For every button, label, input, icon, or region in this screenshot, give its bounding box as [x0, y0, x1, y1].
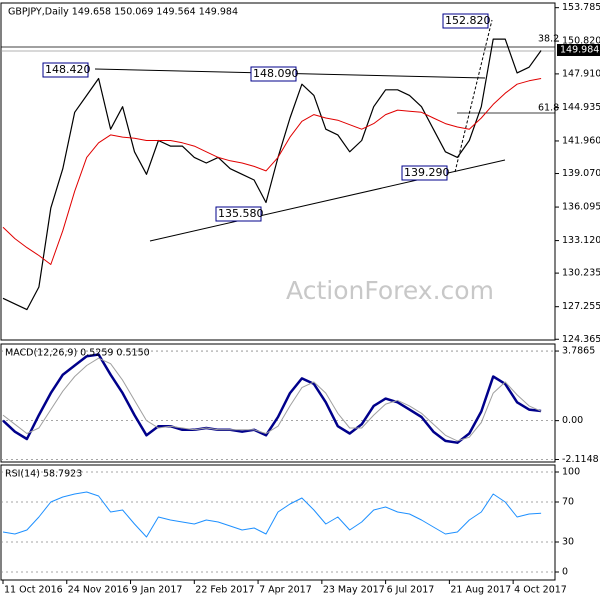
macd-panel	[0, 343, 556, 463]
y-tick-label: -2.1148	[562, 454, 599, 465]
annotation: 61.8	[538, 103, 559, 114]
y-tick-label: 147.910	[562, 68, 600, 79]
annotation: 152.820	[445, 14, 491, 27]
y-tick-label: 130.235	[562, 268, 600, 279]
y-tick-label: 0.00	[562, 415, 583, 426]
x-tick-label: 9 Jan 2017	[132, 585, 183, 596]
x-tick-label: 22 Feb 2017	[195, 585, 254, 596]
y-tick-label: 136.095	[562, 202, 600, 213]
annotation: 135.580	[218, 207, 264, 220]
label-box	[250, 66, 297, 82]
label-box	[215, 206, 262, 222]
y-tick-label: 153.785	[562, 2, 600, 13]
x-tick-label: 23 May 2017	[323, 585, 385, 596]
y-tick-label: 124.365	[562, 334, 600, 345]
y-tick-label: 3.7865	[562, 346, 595, 357]
price-panel	[0, 2, 556, 341]
y-tick-label: 0	[562, 567, 568, 578]
current-price: 149.984	[560, 45, 599, 56]
y-tick-label: 100	[562, 467, 580, 478]
y-tick-label: 150.820	[562, 36, 600, 47]
x-tick-label: 24 Nov 2016	[68, 585, 129, 596]
panel-title: GBPJPY,Daily 149.658 150.069 149.564 149…	[8, 7, 238, 18]
label-box	[442, 13, 489, 29]
watermark: ActionForex.com	[286, 276, 494, 305]
x-tick-label: 4 Oct 2017	[514, 585, 567, 596]
current-price-box	[557, 44, 600, 56]
annotation: 148.090	[253, 67, 299, 80]
panel-title: MACD(12,26,9) 0.5259 0.5150	[5, 348, 150, 359]
x-tick-label: 6 Jul 2017	[387, 585, 435, 596]
y-tick-label: 127.255	[562, 301, 600, 312]
y-tick-label: 133.120	[562, 235, 600, 246]
annotation: 139.290	[404, 166, 450, 179]
x-tick-label: 21 Aug 2017	[450, 585, 511, 596]
x-tick-label: 7 Apr 2017	[259, 585, 312, 596]
x-tick-label: 11 Oct 2016	[4, 585, 63, 596]
annotation: 38.2	[538, 34, 559, 45]
y-tick-label: 144.935	[562, 102, 600, 113]
annotation: 148.420	[45, 63, 91, 76]
label-box	[42, 62, 89, 78]
series-line	[2, 353, 542, 444]
series-line	[2, 491, 542, 538]
panel-title: RSI(14) 58.7923	[5, 469, 82, 480]
fib-base-line	[454, 19, 493, 173]
series-line	[2, 78, 542, 265]
rsi-panel	[0, 464, 556, 581]
series-line	[2, 38, 542, 311]
y-tick-label: 139.070	[562, 168, 600, 179]
y-tick-label: 70	[562, 497, 574, 508]
y-tick-label: 30	[562, 537, 574, 548]
series-line	[2, 357, 542, 442]
y-tick-label: 141.960	[562, 135, 600, 146]
label-box	[401, 165, 448, 181]
